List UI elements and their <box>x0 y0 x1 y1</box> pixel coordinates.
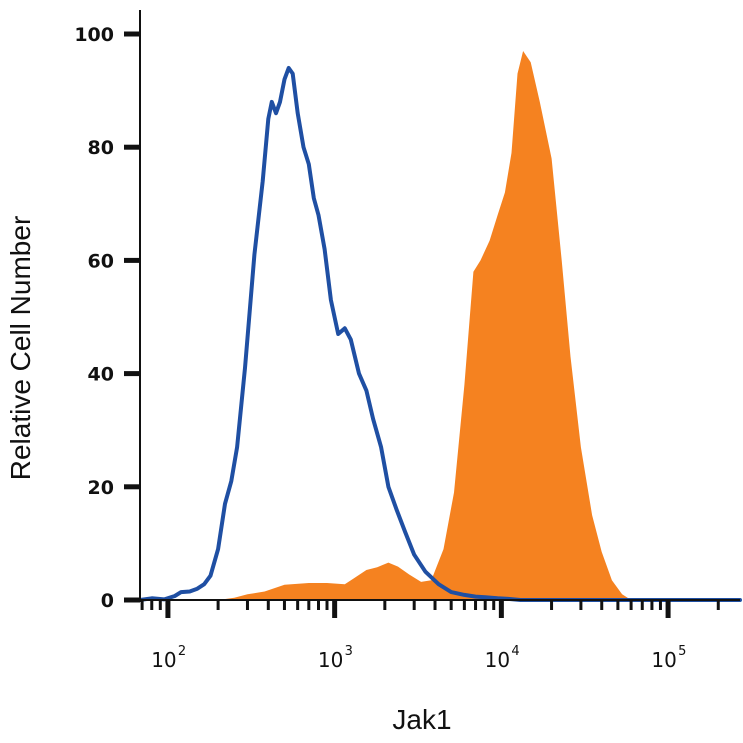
x-tick-label: 10 <box>485 648 510 672</box>
y-tick-label: 40 <box>88 364 114 386</box>
y-axis-title: Relative Cell Number <box>5 216 36 481</box>
x-tick-label: 10 <box>651 648 676 672</box>
filled-histogram-series <box>140 51 740 600</box>
y-tick-label: 0 <box>101 590 114 612</box>
x-tick-label: 10 <box>318 648 343 672</box>
plot-area <box>138 51 742 602</box>
y-tick-label: 100 <box>74 24 114 46</box>
outline-histogram-series <box>138 66 742 602</box>
y-tick-label: 20 <box>88 477 114 499</box>
x-tick-exponent: 4 <box>511 644 519 659</box>
x-tick-exponent: 2 <box>178 644 186 659</box>
x-tick-exponent: 3 <box>345 644 353 659</box>
x-axis-title: Jak1 <box>392 704 451 735</box>
y-tick-label: 60 <box>88 250 114 272</box>
y-tick-label: 80 <box>88 137 114 159</box>
x-tick-label: 10 <box>151 648 176 672</box>
axes <box>124 10 740 618</box>
x-tick-exponent: 5 <box>678 644 686 659</box>
